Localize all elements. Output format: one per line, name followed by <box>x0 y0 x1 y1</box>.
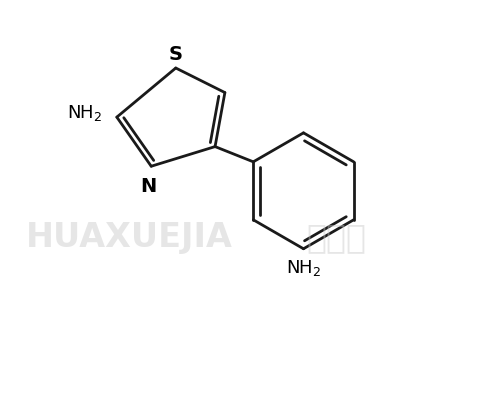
Text: NH$_2$: NH$_2$ <box>67 103 102 123</box>
Text: NH$_2$: NH$_2$ <box>286 258 321 277</box>
Text: N: N <box>141 177 157 196</box>
Text: 化学加: 化学加 <box>306 221 366 254</box>
Text: HUAXUEJIA: HUAXUEJIA <box>26 221 233 254</box>
Text: S: S <box>169 45 183 64</box>
